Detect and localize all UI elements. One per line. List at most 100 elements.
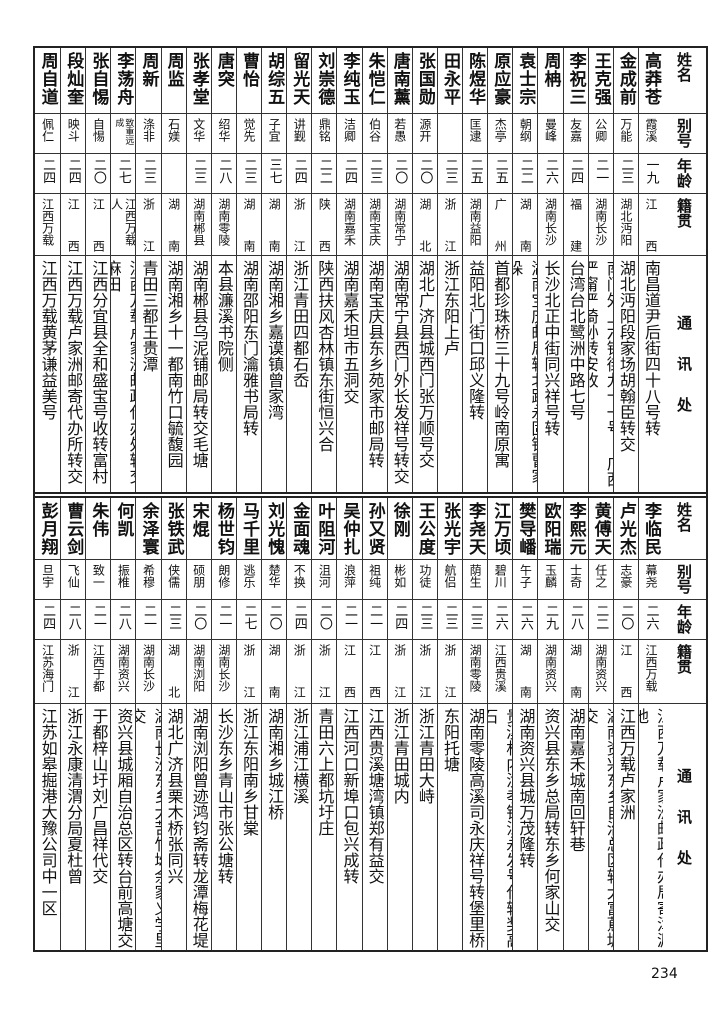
- person-alias-cell: 硕朋: [185, 560, 211, 600]
- person-name: 张自惕: [88, 52, 109, 106]
- person-name-cell: 何凯: [110, 498, 136, 560]
- header-native-cell: 籍贯: [663, 640, 706, 704]
- person-age: 二一: [342, 604, 357, 630]
- person-native: 湖南长沙: [593, 198, 608, 246]
- person-name-cell: 金面魂: [286, 498, 312, 560]
- person-age-cell: 二一: [336, 600, 362, 640]
- person-name-cell: 张自惕: [85, 48, 111, 114]
- person-native: 湖南: [518, 644, 533, 698]
- person-address-cell: 湖南湘乡十一都南竹口毓馥园: [160, 256, 186, 492]
- person-age-cell: 二四: [336, 154, 362, 194]
- person-alias-cell: 讲觐: [286, 114, 312, 154]
- person-native-cell: 浙江: [286, 640, 312, 704]
- person-address-cell: 湖南嘉禾坦市五洞交: [336, 256, 361, 492]
- person-age-cell: 一九: [637, 154, 663, 194]
- person-address-cell: 湖南邵阳东门瀹雅书局转: [235, 256, 261, 492]
- person-age-cell: 二五: [462, 154, 488, 194]
- person-address-cell: 江西万载卢家洲: [612, 704, 638, 950]
- person-name: 吴仲扎: [339, 502, 360, 556]
- person-address: 江西贵溪塘湾镇郑有益交: [365, 708, 385, 884]
- person-alias: 彬如: [392, 564, 407, 588]
- person-native-cell: 湖南: [160, 194, 186, 256]
- person-alias: 旦宇: [40, 564, 55, 588]
- person-age-cell: 二二: [311, 154, 337, 194]
- person-native: 湖北: [417, 198, 432, 252]
- person-name: 何凯: [113, 502, 134, 538]
- person-age: 二八: [65, 604, 81, 630]
- person-alias-cell: [436, 114, 463, 154]
- person-age: 二三: [467, 604, 483, 630]
- person-alias-cell: 涤非: [135, 114, 161, 154]
- person-age: 二〇: [191, 604, 207, 630]
- person-native: 湖南长沙: [141, 644, 156, 692]
- person-native-cell: 江西: [637, 194, 663, 256]
- person-age: 二四: [342, 158, 357, 184]
- person-address: 湖南湘乡城江桥: [265, 708, 285, 820]
- person-address-cell: 浙江东阳南乡甘棠: [235, 704, 261, 950]
- person-age: 二〇: [316, 604, 332, 630]
- person-name: 周自道: [37, 52, 58, 106]
- person-age-cell: 二三: [185, 154, 211, 194]
- person-address: 湖南常宁县西门外长发祥号转交: [390, 260, 410, 484]
- person-alias-cell: 洁卿: [336, 114, 362, 154]
- header-name-cell: 姓名: [663, 48, 706, 114]
- person-native-cell: 湖南资兴: [110, 640, 136, 704]
- header-alias: 别号: [675, 118, 693, 148]
- person-name-cell: 张孝堂: [185, 48, 211, 114]
- person-name-cell: 曹云剑: [60, 498, 86, 560]
- person-address: 湖南郴县乌泥铺邮局转交毛塘: [189, 260, 209, 468]
- person-address: 资兴县城厢自治总区转台前高塘交: [114, 708, 134, 948]
- person-alias-cell: 公卿: [587, 114, 613, 154]
- person-address: 浙江永康清渭分局夏杜曾: [64, 708, 84, 884]
- person-native: 浙江: [66, 644, 81, 698]
- person-age-cell: 二六: [512, 600, 538, 640]
- person-age: 二〇: [417, 158, 433, 184]
- person-native: 湖南零陵: [468, 644, 483, 692]
- person-name-cell: 彭月翔: [35, 498, 61, 560]
- person-native: 湖南常宁: [392, 198, 407, 246]
- person-address-cell: 湖南长沙东乡大苦竹坳余家义学里交: [135, 704, 161, 950]
- person-native-cell: 江苏海门: [35, 640, 61, 704]
- person-native: 湖北沔阳: [618, 198, 633, 246]
- person-alias-cell: 万能: [612, 114, 638, 154]
- person-native-cell: 浙江: [235, 640, 262, 704]
- person-age-cell: 二六: [537, 154, 563, 194]
- person-name-cell: 李熙元: [562, 498, 588, 560]
- person-native: 江西万载人: [110, 198, 136, 246]
- person-age: 二三: [442, 158, 458, 184]
- person-name: 曹云剑: [63, 502, 84, 556]
- person-age-cell: 二〇: [411, 154, 437, 194]
- person-alias: 幕尧: [643, 564, 658, 588]
- person-native: 福建: [568, 198, 583, 252]
- person-address: 青田六上都坑圩庄: [315, 708, 335, 836]
- person-address-cell: 浙江浦江横溪: [286, 704, 311, 950]
- header-age-cell: 年龄: [663, 154, 706, 194]
- person-address: 湖南资兴县城万茂隆转: [516, 708, 536, 868]
- person-address-cell: 浙江青田大峙: [411, 704, 437, 950]
- person-age: 三七: [266, 158, 282, 184]
- person-address-cell: 益阳北门街口邱义隆转: [462, 256, 487, 492]
- person-native: 江西: [367, 644, 382, 698]
- person-name-cell: 张光宇: [436, 498, 463, 560]
- person-age: 二三: [241, 158, 257, 184]
- person-address: 湖南宝庆县东乡苑家市邮局转: [365, 260, 385, 468]
- person-native-cell: 湖南: [235, 194, 262, 256]
- person-name-cell: 孙又贤: [361, 498, 387, 560]
- person-alias-cell: 若愚: [386, 114, 412, 154]
- person-age-cell: 二一: [135, 600, 161, 640]
- person-age: 二一: [141, 604, 157, 630]
- person-name-cell: 李荡舟: [110, 48, 136, 114]
- person-alias: 士奇: [568, 564, 583, 588]
- person-address: 江苏如皋掘港大豫公司中一区: [38, 708, 58, 916]
- person-age: 二六: [643, 604, 659, 630]
- person-alias-cell: 伯谷: [361, 114, 387, 154]
- person-name: 张铁武: [163, 502, 184, 556]
- person-name-cell: 曹怡: [235, 48, 262, 114]
- person-native-cell: 江西万载: [35, 194, 61, 256]
- person-name: 金成前: [615, 52, 636, 106]
- header-address-cell: 通讯处: [663, 704, 706, 950]
- person-alias: 匡逮: [468, 118, 483, 142]
- person-address-cell: 湖南嘉禾城南回轩巷: [562, 704, 588, 950]
- person-alias: 振椎: [116, 564, 131, 588]
- person-native: 湖南零陵: [216, 198, 231, 246]
